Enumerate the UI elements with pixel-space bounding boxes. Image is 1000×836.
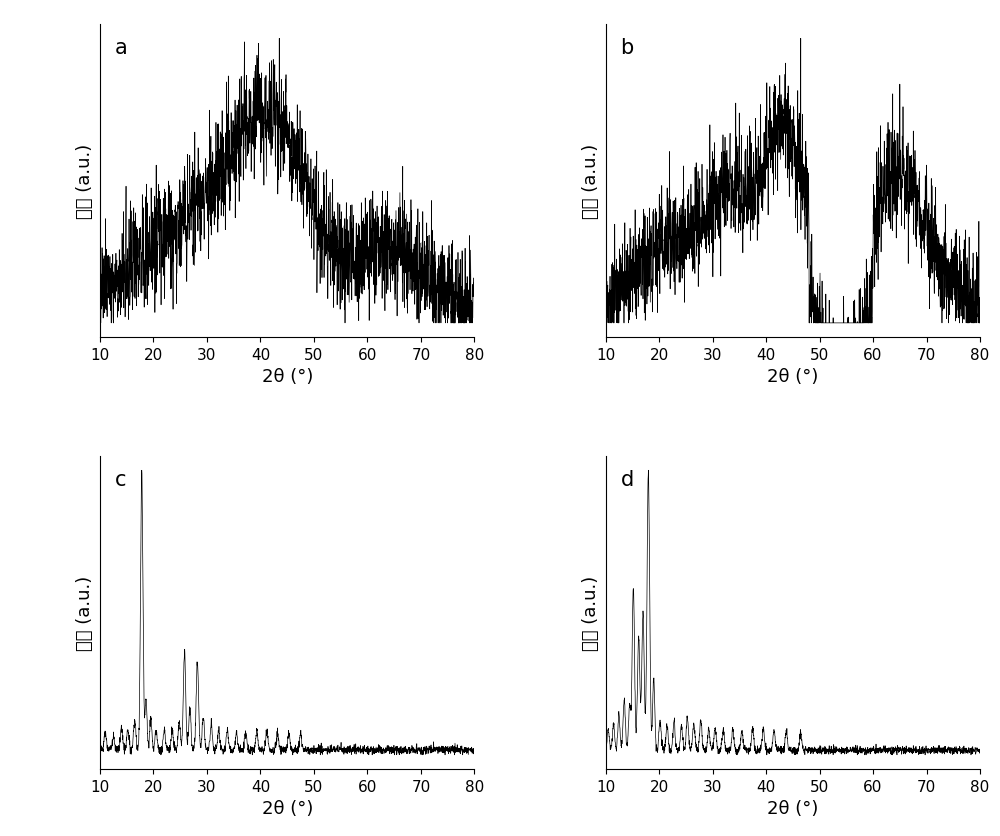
Text: a: a [115, 38, 128, 58]
Y-axis label: 强度 (a.u.): 强度 (a.u.) [76, 144, 94, 219]
Text: b: b [621, 38, 634, 58]
Y-axis label: 强度 (a.u.): 强度 (a.u.) [582, 144, 600, 219]
X-axis label: 2θ (°): 2θ (°) [767, 368, 818, 386]
Text: d: d [621, 469, 634, 489]
X-axis label: 2θ (°): 2θ (°) [767, 799, 818, 818]
X-axis label: 2θ (°): 2θ (°) [262, 368, 313, 386]
Text: c: c [115, 469, 126, 489]
Y-axis label: 强度 (a.u.): 强度 (a.u.) [76, 575, 94, 650]
X-axis label: 2θ (°): 2θ (°) [262, 799, 313, 818]
Y-axis label: 强度 (a.u.): 强度 (a.u.) [582, 575, 600, 650]
